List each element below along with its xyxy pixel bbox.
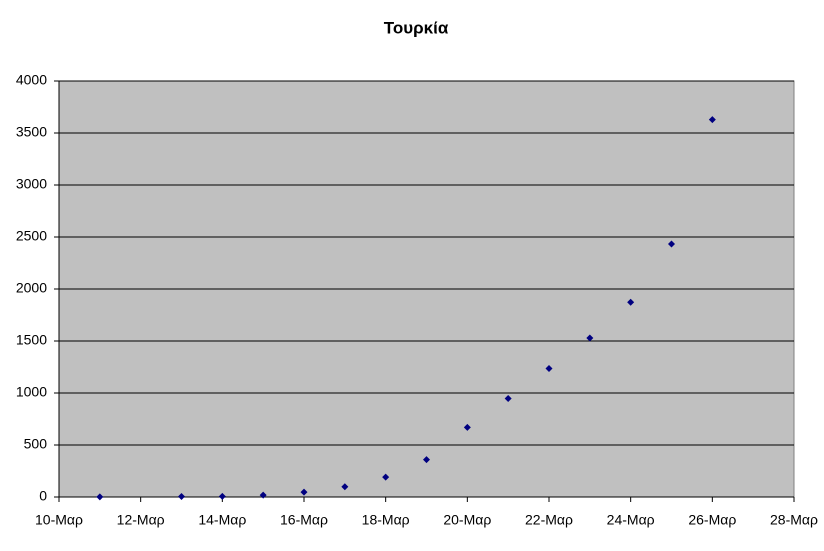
- y-tick-label: 1500: [16, 332, 47, 348]
- x-tick-label: 24-Μαρ: [607, 512, 655, 528]
- point: [218, 492, 226, 500]
- y-tick-label: 0: [39, 488, 47, 504]
- y-tick-label: 1000: [16, 384, 47, 400]
- point: [504, 395, 512, 403]
- point: [423, 456, 430, 464]
- y-tick-label: 500: [24, 436, 48, 452]
- x-tick-label: 22-Μαρ: [525, 512, 573, 528]
- point: [627, 298, 635, 306]
- point: [259, 491, 267, 499]
- point: [545, 364, 553, 372]
- point: [668, 240, 675, 248]
- x-tick-label: 10-Μαρ: [35, 512, 83, 528]
- chart-title: Τουρκία: [384, 18, 449, 37]
- x-tick-label: 20-Μαρ: [443, 512, 491, 528]
- y-tick-label: 3500: [16, 124, 47, 140]
- point: [463, 423, 471, 431]
- point: [178, 492, 185, 500]
- point: [300, 488, 308, 496]
- y-tick-label: 2500: [16, 228, 47, 244]
- y-tick-label: 4000: [16, 72, 47, 88]
- point: [708, 116, 716, 124]
- point: [96, 493, 104, 501]
- point: [341, 483, 349, 491]
- point: [382, 473, 390, 481]
- x-tick-label: 12-Μαρ: [117, 512, 165, 528]
- point: [586, 334, 594, 342]
- x-tick-label: 26-Μαρ: [688, 512, 736, 528]
- x-tick-label: 16-Μαρ: [280, 512, 328, 528]
- y-tick-label: 3000: [16, 176, 47, 192]
- y-tick-label: 2000: [16, 280, 47, 296]
- x-tick-label: 14-Μαρ: [198, 512, 246, 528]
- x-tick-label: 18-Μαρ: [362, 512, 410, 528]
- x-tick-label: 28-Μαρ: [770, 512, 818, 528]
